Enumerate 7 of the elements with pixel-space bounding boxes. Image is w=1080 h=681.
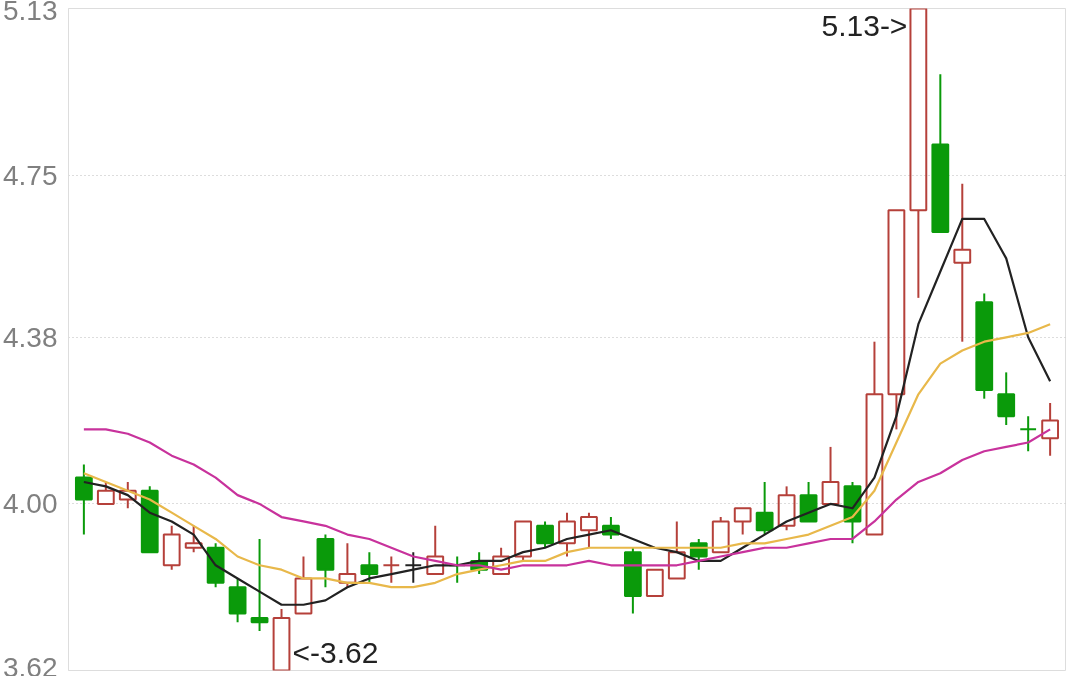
y-tick-label: 4.00 bbox=[3, 488, 58, 520]
y-tick-label: 4.75 bbox=[3, 159, 58, 191]
annotation: 5.13-> bbox=[821, 8, 908, 42]
annotation: <-3.62 bbox=[292, 635, 379, 669]
y-tick-label: 3.62 bbox=[3, 651, 58, 681]
y-tick-label: 4.38 bbox=[3, 321, 58, 353]
y-tick-label: 5.13 bbox=[3, 0, 58, 26]
